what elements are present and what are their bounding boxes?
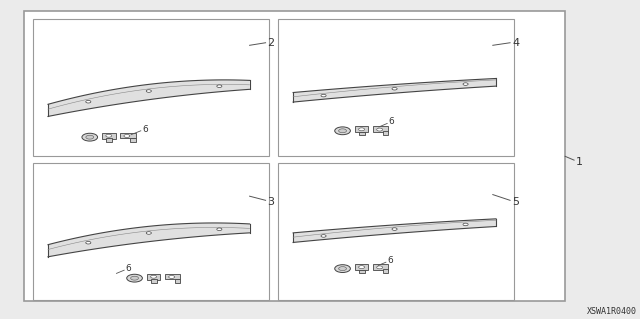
Bar: [383, 269, 388, 273]
Bar: [358, 270, 365, 273]
Bar: [147, 274, 161, 280]
Bar: [373, 264, 388, 270]
Bar: [24, 11, 565, 301]
Circle shape: [217, 85, 222, 87]
Circle shape: [463, 223, 468, 226]
Circle shape: [339, 129, 346, 133]
Polygon shape: [48, 80, 250, 116]
Text: 6: 6: [388, 256, 393, 265]
Polygon shape: [293, 78, 496, 102]
Text: 6: 6: [125, 264, 131, 273]
Circle shape: [335, 127, 350, 135]
Bar: [383, 131, 388, 135]
Circle shape: [147, 232, 152, 234]
Circle shape: [124, 135, 130, 137]
Circle shape: [339, 267, 346, 271]
Circle shape: [321, 94, 326, 97]
Bar: [373, 126, 388, 132]
Circle shape: [321, 235, 326, 237]
Circle shape: [150, 275, 157, 278]
Bar: [33, 163, 269, 300]
Circle shape: [358, 128, 365, 131]
Text: 1: 1: [576, 157, 583, 167]
Text: 3: 3: [268, 197, 275, 207]
Circle shape: [217, 228, 222, 231]
Circle shape: [127, 274, 142, 282]
Bar: [278, 163, 514, 300]
Circle shape: [147, 90, 152, 92]
Circle shape: [392, 228, 397, 230]
Text: 6: 6: [143, 125, 148, 134]
Bar: [355, 126, 369, 132]
Bar: [358, 132, 365, 135]
Circle shape: [86, 100, 91, 103]
Text: XSWA1R0400: XSWA1R0400: [587, 307, 637, 316]
Circle shape: [335, 265, 350, 272]
Polygon shape: [293, 219, 496, 242]
Text: 5: 5: [512, 197, 519, 207]
Bar: [106, 138, 112, 142]
Text: 2: 2: [268, 38, 275, 48]
Bar: [278, 19, 514, 156]
Bar: [102, 133, 116, 139]
Text: 6: 6: [389, 117, 394, 126]
Circle shape: [463, 83, 468, 85]
Bar: [130, 138, 136, 142]
Bar: [120, 133, 136, 138]
Bar: [175, 279, 180, 283]
Circle shape: [131, 276, 138, 280]
Circle shape: [82, 133, 97, 141]
Bar: [33, 19, 269, 156]
Text: 4: 4: [512, 38, 519, 48]
Circle shape: [377, 128, 383, 131]
Circle shape: [106, 134, 112, 137]
Bar: [355, 264, 369, 270]
Bar: [165, 274, 180, 279]
Circle shape: [86, 241, 91, 244]
Bar: [150, 279, 157, 283]
Circle shape: [392, 87, 397, 90]
Circle shape: [86, 135, 93, 139]
Circle shape: [377, 266, 383, 269]
Circle shape: [169, 276, 175, 278]
Polygon shape: [48, 223, 250, 257]
Circle shape: [358, 266, 365, 269]
